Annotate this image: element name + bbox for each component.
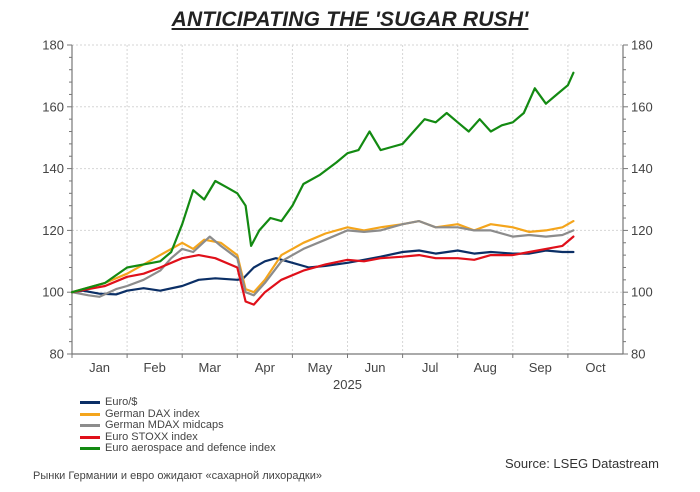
y-tick-label-left: 180 xyxy=(42,38,64,53)
x-axis-label: 2025 xyxy=(333,377,362,392)
source-note: Source: LSEG Datastream xyxy=(505,456,659,471)
series-line-german-mdax-midcaps xyxy=(70,220,575,298)
x-tick-label: Apr xyxy=(255,360,276,375)
legend-item-mdax: German MDAX midcaps xyxy=(80,419,276,432)
series-line-euro xyxy=(70,249,575,296)
legend-label: Euro/$ xyxy=(105,396,138,408)
y-tick-label-left: 160 xyxy=(42,99,64,114)
legend-item-dax: German DAX index xyxy=(80,407,276,421)
y-tick-label-right: 100 xyxy=(631,285,653,300)
x-tick-label: Sep xyxy=(529,360,552,375)
y-tick-label-right: 120 xyxy=(631,223,653,238)
x-tick-label: Oct xyxy=(585,360,606,375)
legend-label: Euro aerospace and defence index xyxy=(105,442,276,454)
x-tick-label: Aug xyxy=(474,360,497,375)
grid-lines xyxy=(72,44,623,354)
x-tick-label: Jan xyxy=(89,360,110,375)
y-tick-label-left: 120 xyxy=(42,223,64,238)
y-tick-label-right: 80 xyxy=(631,347,645,362)
axes xyxy=(67,44,628,358)
series-lines xyxy=(70,71,575,306)
legend-label: German MDAX midcaps xyxy=(105,419,224,431)
legend-swatch xyxy=(80,401,100,405)
x-tick-label: May xyxy=(308,360,333,375)
legend-item-euro-dollar: Euro/$ xyxy=(80,396,276,409)
y-tick-label-right: 160 xyxy=(631,99,653,114)
series-line-euro-aerospace-and-defence-index xyxy=(70,71,575,294)
x-tick-label: Jun xyxy=(365,360,386,375)
chart-title: ANTICIPATING THE 'SUGAR RUSH' xyxy=(171,8,529,31)
axis-labels: 80 100 120 140 160 180 80 100 120 140 160 180 Jan Feb… xyxy=(42,38,652,393)
series-line-german-dax-index xyxy=(70,220,575,294)
legend-label: German DAX index xyxy=(105,407,200,420)
legend-swatch xyxy=(80,412,100,416)
series-line-euro-stoxx-index xyxy=(70,235,575,306)
legend-item-stoxx: Euro STOXX index xyxy=(80,430,276,444)
legend-item-aerospace-defence: Euro aerospace and defence index xyxy=(80,442,276,455)
legend-label: Euro STOXX index xyxy=(105,430,198,443)
y-tick-label-right: 180 xyxy=(631,38,653,53)
legend-swatch xyxy=(80,447,100,451)
legend: Euro/$ German DAX index German MDAX midc… xyxy=(80,396,276,455)
x-tick-label: Feb xyxy=(143,360,165,375)
y-tick-label-left: 140 xyxy=(42,161,64,176)
legend-swatch xyxy=(80,435,100,439)
legend-swatch xyxy=(80,424,100,428)
y-tick-label-right: 140 xyxy=(631,161,653,176)
y-tick-label-left: 100 xyxy=(42,285,64,300)
x-tick-label: Jul xyxy=(422,360,439,375)
x-tick-label: Mar xyxy=(199,360,222,375)
y-tick-label-left: 80 xyxy=(50,347,64,362)
caption: Рынки Германии и евро ожидают «сахарной … xyxy=(33,470,323,482)
